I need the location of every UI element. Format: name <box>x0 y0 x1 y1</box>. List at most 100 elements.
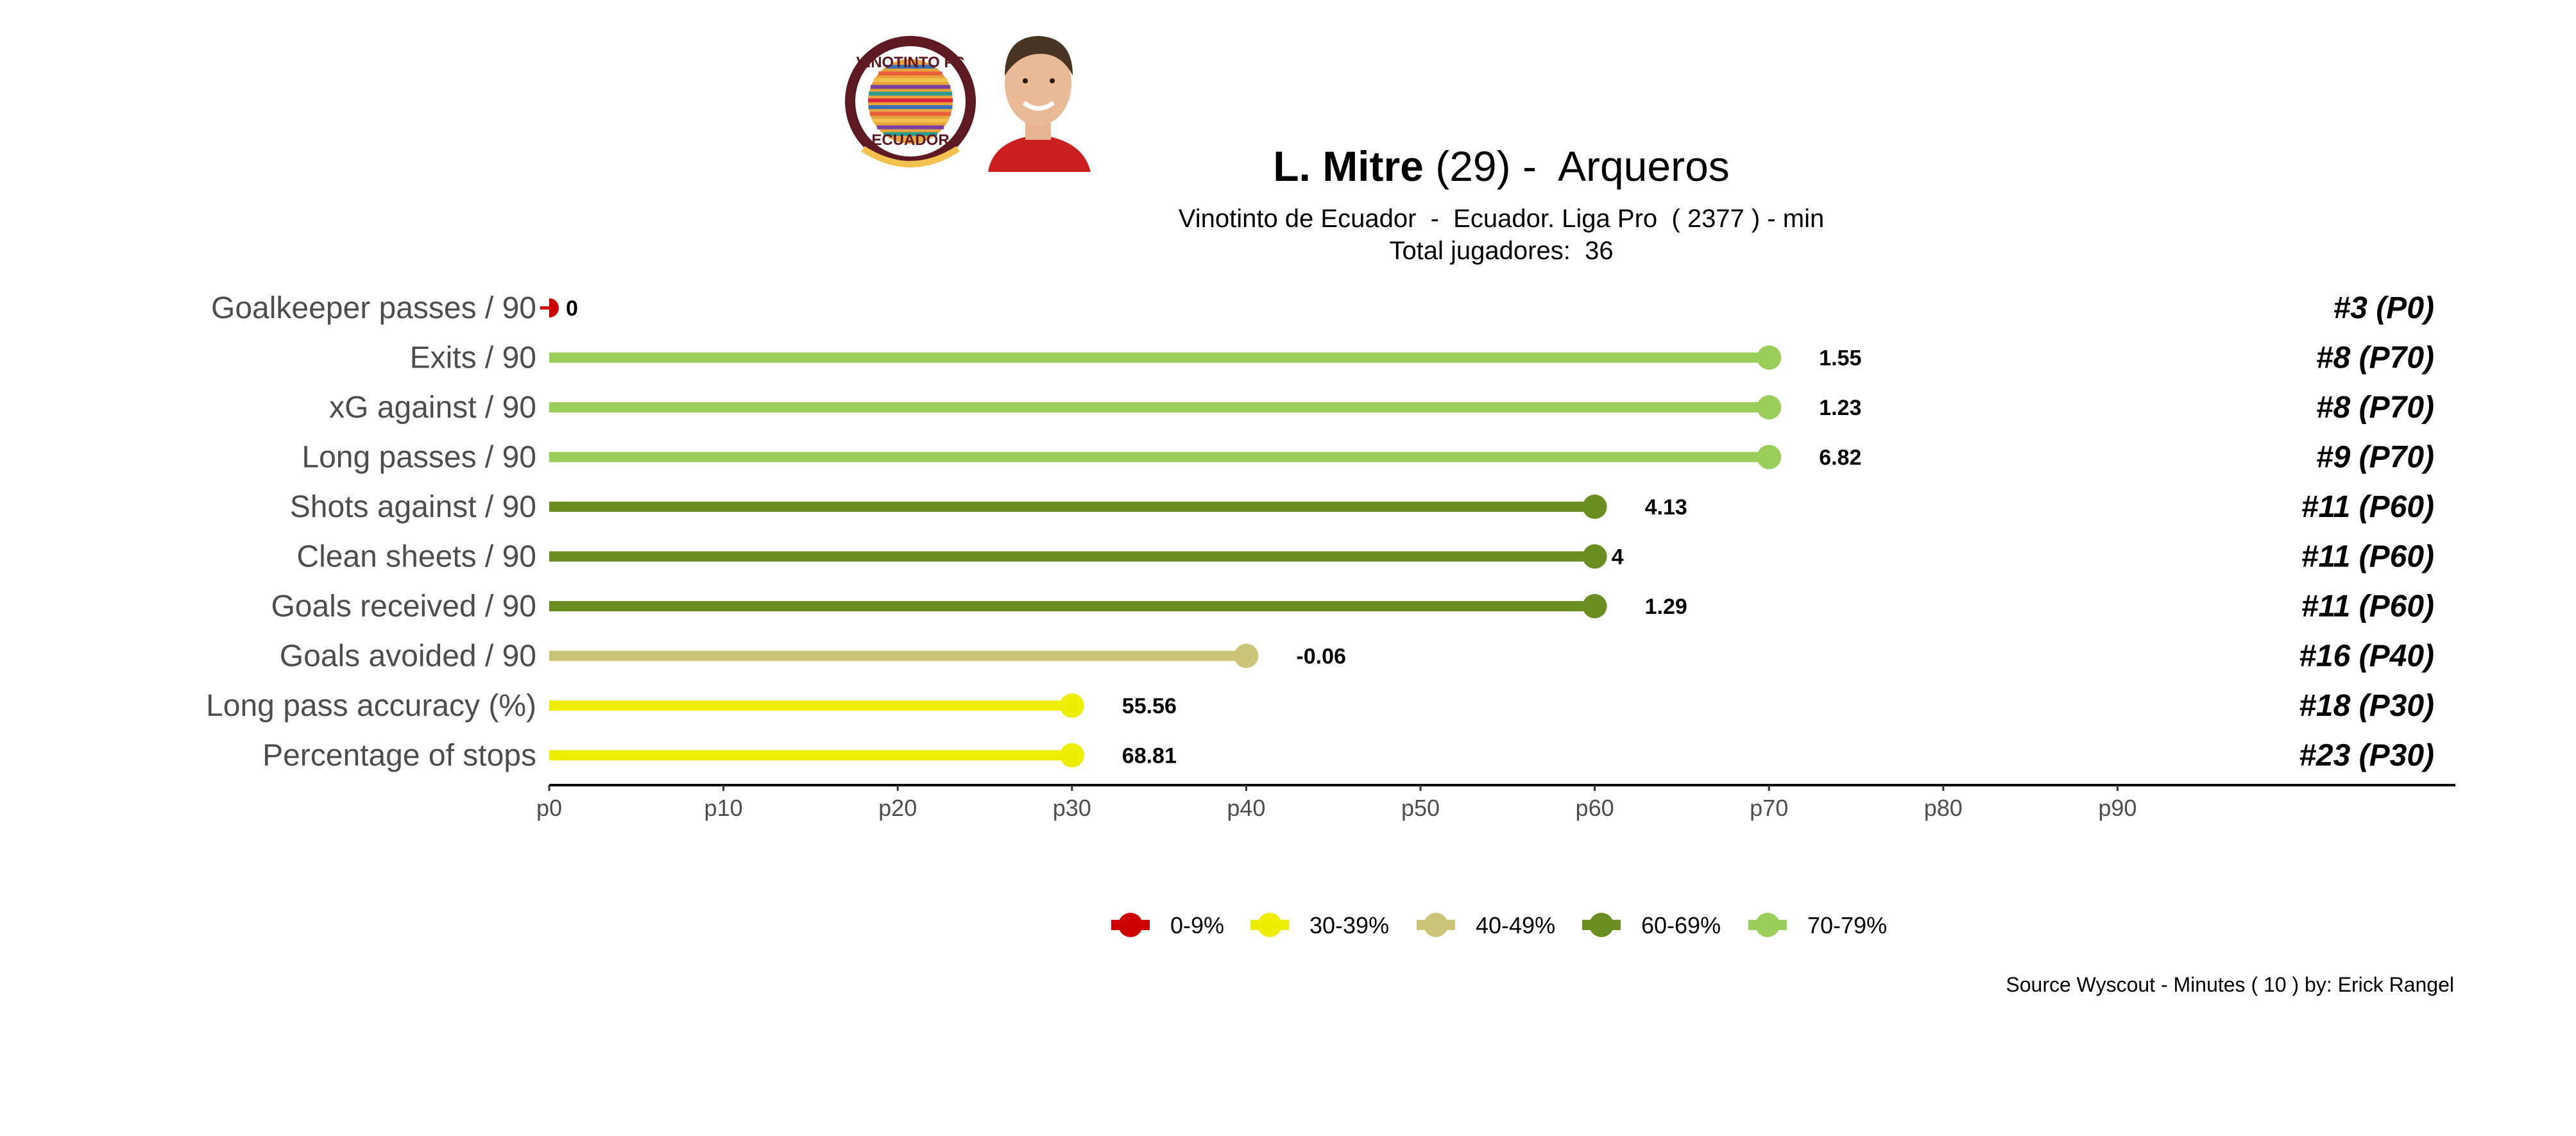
metric-row: Goals received / 90 1.29 #11 (P60) <box>271 589 2434 623</box>
legend-label: 70-79% <box>1807 912 1887 938</box>
rank-label: #9 (P70) <box>2316 441 2434 475</box>
x-tick-label: p40 <box>1227 795 1265 821</box>
x-tick-label: p20 <box>878 795 917 821</box>
rank-label: #11 (P60) <box>2301 589 2434 623</box>
x-tick-label: p60 <box>1576 795 1614 821</box>
player-hair <box>1005 36 1073 76</box>
metric-row: Goals avoided / 90 -0.06 #16 (P40) <box>280 640 2434 674</box>
lollipop-dot <box>1582 594 1607 618</box>
legend-item: 30-39% <box>1250 912 1389 938</box>
club-logo-stripes <box>868 65 953 136</box>
legend-key-dot <box>1424 913 1448 937</box>
player-position: Arqueros <box>1558 142 1730 190</box>
value-label: 55.56 <box>1122 694 1177 718</box>
player-eye-right <box>1050 78 1055 83</box>
lollipop-dot <box>1757 445 1782 470</box>
legend-label: 40-49% <box>1476 912 1555 938</box>
rank-label: #11 (P60) <box>2301 490 2434 524</box>
lollipop-dot <box>1059 743 1084 768</box>
metric-row: Clean sheets / 90 4 #11 (P60) <box>296 540 2434 574</box>
player-age-spacer <box>1424 142 1435 190</box>
lollipop-dot <box>1582 495 1607 519</box>
source-note: Source Wyscout - Minutes ( 10 ) by: Eric… <box>2006 973 2454 996</box>
value-label: -0.06 <box>1296 645 1345 669</box>
lollipop-dot <box>1757 395 1782 420</box>
chart-title: L. Mitre (29) - Arqueros <box>1273 142 1730 190</box>
legend-key-dot <box>1118 913 1143 937</box>
player-name: L. Mitre <box>1273 142 1424 190</box>
rank-label: #11 (P60) <box>2301 540 2434 574</box>
title-separator: - <box>1511 142 1558 190</box>
player-photo <box>988 36 1091 172</box>
rank-label: #3 (P0) <box>2333 291 2434 325</box>
metric-label: Shots against / 90 <box>290 490 536 524</box>
x-axis-ticks: p0 p10 p20 p30 p40 p50 p60 p70 p80 p90 <box>536 785 2137 821</box>
legend: 0-9% 30-39% 40-49% 60-69% 70-79% <box>1111 912 1887 938</box>
value-label: 0 <box>566 296 578 321</box>
metric-label: Long passes / 90 <box>302 441 536 475</box>
club-logo-text-bottom: ECUADOR <box>871 131 949 149</box>
metric-row: xG against / 90 1.23 #8 (P70) <box>329 391 2434 425</box>
x-tick-label: p90 <box>2098 795 2137 821</box>
legend-item: 70-79% <box>1748 912 1887 938</box>
x-tick-label: p70 <box>1750 795 1788 821</box>
lollipop-dot <box>1059 693 1084 718</box>
x-tick-label: p0 <box>536 795 562 821</box>
value-label: 1.23 <box>1819 396 1861 420</box>
rank-label: #8 (P70) <box>2316 391 2434 425</box>
metric-label: Goalkeeper passes / 90 <box>211 291 536 325</box>
value-label: 4.13 <box>1645 495 1687 520</box>
metric-row: Long pass accuracy (%) 55.56 #18 (P30) <box>206 689 2434 723</box>
club-logo-text-top: VINOTINTO FC <box>857 54 965 71</box>
value-label: 68.81 <box>1122 744 1177 768</box>
legend-label: 0-9% <box>1170 912 1224 938</box>
total-players: Total jugadores: 36 <box>1389 237 1613 265</box>
legend-key-dot <box>1258 913 1282 937</box>
player-eye-left <box>1023 78 1028 83</box>
legend-key-dot <box>1755 913 1780 937</box>
legend-key-dot <box>1589 913 1614 937</box>
value-label: 1.55 <box>1819 346 1861 371</box>
metric-label: Goals received / 90 <box>271 589 536 623</box>
x-tick-label: p30 <box>1053 795 1091 821</box>
lollipop-dot <box>549 298 559 318</box>
player-face <box>1005 41 1071 126</box>
metric-rows: Goalkeeper passes / 90 0 #3 (P0) Exits / 90… <box>206 291 2434 773</box>
value-label: 1.29 <box>1645 595 1687 619</box>
player-age: (29) <box>1435 142 1510 190</box>
metric-row: Shots against / 90 4.13 #11 (P60) <box>290 490 2434 524</box>
metric-label: Long pass accuracy (%) <box>206 689 536 723</box>
metric-row: Percentage of stops 68.81 #23 (P30) <box>262 739 2434 773</box>
x-tick-label: p50 <box>1401 795 1440 821</box>
player-shirt <box>988 135 1091 172</box>
metric-row: Goalkeeper passes / 90 0 #3 (P0) <box>211 291 2434 325</box>
player-smile <box>1022 101 1055 111</box>
metric-row: Exits / 90 1.55 #8 (P70) <box>410 341 2434 375</box>
lollipop-dot <box>1582 544 1607 569</box>
rank-label: #8 (P70) <box>2316 341 2434 375</box>
metric-label: Exits / 90 <box>410 341 536 375</box>
club-logo-base-stripe <box>861 146 960 167</box>
lollipop-dot <box>1757 345 1782 370</box>
value-label: 4 <box>1612 545 1624 570</box>
metric-row: Long passes / 90 6.82 #9 (P70) <box>302 441 2434 475</box>
value-label: 6.82 <box>1819 446 1861 470</box>
legend-item: 40-49% <box>1417 912 1555 938</box>
x-tick-label: p80 <box>1924 795 1963 821</box>
metric-label: Percentage of stops <box>262 739 536 773</box>
legend-label: 60-69% <box>1641 912 1721 938</box>
chart-subtitle: Vinotinto de Ecuador - Ecuador. Liga Pro… <box>1179 205 1824 233</box>
club-logo: VINOTINTO FC ECUADOR <box>845 36 976 167</box>
legend-item: 60-69% <box>1582 912 1721 938</box>
metric-label: xG against / 90 <box>329 391 536 425</box>
metric-label: Goals avoided / 90 <box>280 640 536 674</box>
legend-label: 30-39% <box>1309 912 1389 938</box>
rank-label: #23 (P30) <box>2299 739 2434 773</box>
x-tick-label: p10 <box>704 795 743 821</box>
rank-label: #18 (P30) <box>2299 689 2434 723</box>
legend-item: 0-9% <box>1111 912 1224 938</box>
lollipop-dot <box>1234 643 1259 668</box>
metric-label: Clean sheets / 90 <box>296 540 536 574</box>
rank-label: #16 (P40) <box>2299 640 2434 674</box>
